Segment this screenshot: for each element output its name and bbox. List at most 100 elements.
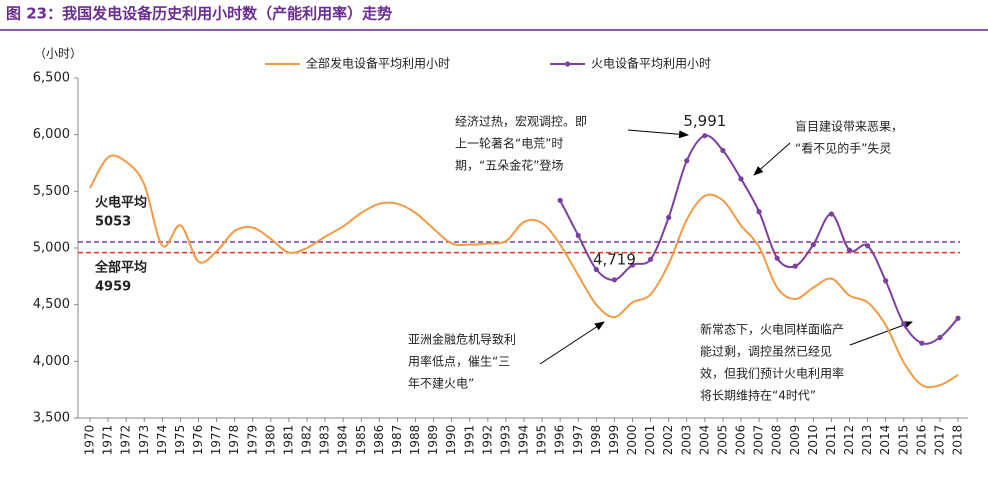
point [955, 315, 961, 321]
x-tick-label: 2016 [914, 425, 928, 456]
reference-label: 火电平均 [95, 195, 147, 211]
annotation: 上一轮著名“电荒”时 [455, 136, 563, 151]
point [666, 214, 672, 220]
x-tick-label: 2007 [752, 425, 766, 456]
x-tick-label: 2009 [788, 425, 802, 456]
x-tick-label: 2004 [697, 425, 711, 456]
x-tick-label: 1982 [300, 425, 314, 456]
x-tick-label: 1990 [444, 425, 458, 456]
y-tick-label: 5,000 [33, 241, 70, 256]
annotation: 盲目建设带来恶果， [795, 119, 903, 134]
point [629, 262, 636, 268]
x-tick-label: 1997 [571, 425, 585, 456]
x-tick-label: 1977 [209, 425, 223, 456]
reference-label: 全部平均 [94, 260, 147, 276]
arrow [627, 129, 689, 139]
x-tick-label: 2011 [824, 425, 838, 456]
x-tick-label: 2012 [842, 425, 856, 456]
point [702, 133, 708, 139]
x-tick-label: 1981 [281, 425, 295, 456]
x-tick-label: 1985 [354, 425, 368, 456]
x-tick-label: 2001 [643, 425, 657, 456]
y-tick-label: 4,000 [33, 354, 70, 369]
x-tick-label: 1974 [155, 425, 169, 456]
x-tick-label: 2017 [932, 425, 946, 456]
point [883, 278, 889, 284]
x-tick-label: 1972 [119, 425, 133, 456]
arrow [539, 321, 605, 365]
annotation: 将长期维持在“4时代” [700, 388, 816, 403]
annotation: 期，“五朵金花”登场 [455, 158, 563, 173]
point [810, 242, 816, 248]
annotation: 效，但我们预计火电利用率 [700, 366, 844, 381]
arrow [849, 321, 913, 346]
legend-label: 火电设备平均利用小时 [591, 57, 711, 71]
series-line [89, 154, 959, 389]
annotation: “看不见的手”失灵 [795, 141, 891, 156]
x-tick-label: 2015 [896, 425, 910, 456]
point [846, 247, 853, 253]
legend-marker [564, 61, 571, 67]
x-tick-label: 1996 [553, 425, 567, 456]
point [756, 209, 762, 215]
x-tick-label: 2006 [734, 425, 748, 456]
x-tick-label: 1970 [83, 425, 97, 456]
y-tick-label: 3,500 [33, 411, 70, 426]
x-tick-label: 1980 [263, 425, 277, 456]
point [593, 266, 599, 273]
x-tick-label: 1984 [336, 425, 350, 456]
y-tick-label: 5,500 [33, 184, 70, 199]
x-tick-label: 1995 [535, 425, 549, 456]
x-tick-label: 2010 [806, 425, 820, 456]
data-label: 5,991 [683, 112, 726, 130]
x-tick-label: 1978 [227, 425, 241, 456]
point [937, 334, 943, 341]
x-tick-label: 1998 [589, 425, 603, 456]
x-tick-label: 1994 [517, 425, 531, 456]
point [575, 232, 581, 239]
x-tick-label: 1999 [607, 425, 621, 456]
data-label: 4,719 [593, 250, 636, 268]
x-tick-label: 1979 [245, 425, 259, 456]
x-tick-label: 2014 [878, 425, 892, 456]
legend-label: 全部发电设备平均利用小时 [306, 56, 450, 71]
x-tick-label: 1975 [173, 425, 187, 456]
annotation: 能过剩，调控虽然已经见 [700, 344, 832, 359]
x-tick-label: 2003 [679, 425, 693, 456]
point [774, 255, 780, 261]
point [738, 176, 744, 182]
x-tick-label: 1991 [462, 425, 476, 456]
y-tick-label: 6,500 [33, 71, 70, 86]
point [684, 158, 690, 164]
x-tick-label: 2008 [770, 425, 784, 456]
reference-value: 5053 [95, 215, 131, 230]
point [828, 211, 835, 217]
x-tick-label: 2000 [625, 425, 639, 456]
point [720, 147, 726, 154]
reference-value: 4959 [95, 280, 131, 295]
x-tick-label: 1971 [101, 425, 115, 456]
y-axis-label: （小时） [34, 47, 82, 61]
x-tick-label: 1987 [390, 425, 404, 456]
point [901, 321, 907, 327]
point [647, 256, 654, 262]
point [611, 277, 618, 283]
x-tick-label: 1988 [408, 425, 422, 456]
x-tick-label: 1983 [318, 425, 332, 456]
x-tick-label: 2018 [951, 425, 965, 456]
annotation: 亚洲金融危机导致利 [408, 332, 516, 347]
arrow [753, 142, 791, 176]
x-tick-label: 1976 [191, 425, 205, 456]
x-tick-label: 1973 [137, 425, 151, 456]
point [864, 243, 871, 249]
y-tick-label: 6,000 [33, 127, 70, 142]
annotation: 经济过热，宏观调控。即 [455, 114, 587, 129]
annotation: 用率低点，催生“三 [408, 354, 510, 369]
chart-title: 图 23：我国发电设备历史利用小时数（产能利用率）走势 [6, 5, 392, 23]
point [792, 263, 798, 269]
x-tick-label: 2002 [661, 425, 675, 456]
x-tick-label: 1993 [498, 425, 512, 456]
x-tick-label: 1992 [480, 425, 494, 456]
x-tick-label: 2005 [715, 425, 729, 456]
